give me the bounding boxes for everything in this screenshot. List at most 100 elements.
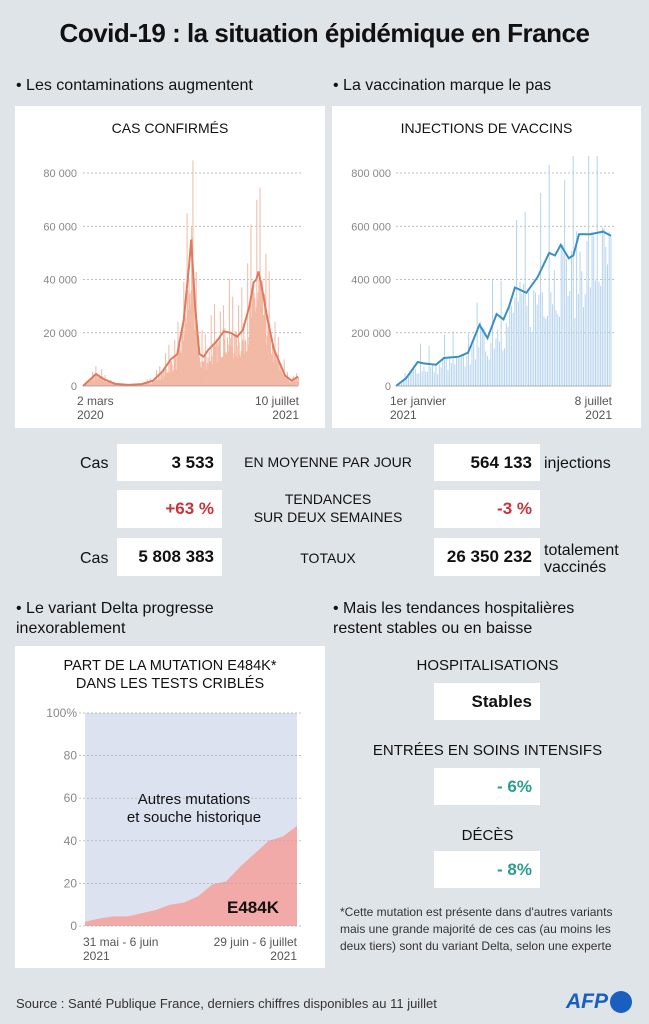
daily-bar <box>152 382 154 386</box>
daily-bar <box>187 309 189 386</box>
daily-bar <box>572 155 574 386</box>
daily-bar <box>294 378 296 386</box>
daily-bar <box>262 280 264 386</box>
daily-bar <box>416 373 418 386</box>
daily-bar <box>223 305 225 386</box>
daily-bar <box>189 305 191 386</box>
daily-bar <box>167 372 169 386</box>
y-tick-label: 80 000 <box>43 168 77 180</box>
daily-bar <box>103 379 105 386</box>
daily-bar <box>211 356 213 386</box>
daily-bar <box>252 281 254 386</box>
daily-bar <box>466 355 468 386</box>
daily-bar <box>426 371 428 386</box>
daily-bar <box>173 355 175 386</box>
daily-bar <box>485 351 487 386</box>
daily-bar <box>285 376 287 386</box>
daily-cases-value: 3 533 <box>117 444 222 481</box>
daily-bar <box>271 341 273 386</box>
daily-bar <box>161 371 163 386</box>
daily-bar <box>234 335 236 386</box>
daily-bar <box>88 381 90 386</box>
daily-bar <box>435 363 437 386</box>
daily-bar <box>413 369 415 386</box>
daily-bar <box>99 377 101 386</box>
daily-bar <box>111 383 113 386</box>
daily-bar <box>151 383 153 386</box>
daily-bar <box>165 353 167 386</box>
daily-bar <box>262 314 264 386</box>
daily-bar <box>528 292 530 386</box>
daily-bar <box>265 253 267 386</box>
daily-bar <box>184 308 186 386</box>
daily-bar <box>94 380 96 386</box>
daily-bar <box>157 379 159 386</box>
daily-bar <box>191 237 193 386</box>
daily-bar <box>478 347 480 386</box>
daily-bar <box>598 281 600 386</box>
daily-bar <box>603 228 605 386</box>
daily-bar <box>589 287 591 386</box>
daily-bar <box>401 383 403 386</box>
daily-bar <box>433 372 435 386</box>
daily-bar <box>172 371 174 386</box>
daily-bar <box>257 292 259 386</box>
daily-bar <box>142 384 144 386</box>
daily-bar <box>289 381 291 386</box>
others-label: Autres mutations <box>138 791 251 808</box>
daily-bar <box>594 280 596 386</box>
icu-label: ENTRÉES EN SOINS INTENSIFS <box>372 742 603 759</box>
daily-bar <box>106 381 108 386</box>
daily-bar <box>521 294 523 386</box>
daily-bar <box>574 317 576 386</box>
daily-bar <box>210 361 212 386</box>
daily-bar <box>222 356 224 386</box>
daily-bar <box>275 354 277 386</box>
daily-bar <box>225 354 227 386</box>
daily-bar <box>244 339 246 386</box>
y-tick-label: 800 000 <box>351 168 391 180</box>
daily-bar <box>249 302 251 386</box>
daily-bar <box>150 383 152 386</box>
daily-bar <box>259 187 261 386</box>
daily-bar <box>553 270 555 386</box>
daily-bar <box>188 278 190 386</box>
daily-bar <box>279 365 281 386</box>
x-tick-label: 1er janvier <box>390 394 446 408</box>
daily-bar <box>605 247 607 386</box>
daily-bar <box>197 337 199 386</box>
daily-bar <box>107 382 109 386</box>
vaccinated-label-line-1: totalement <box>544 542 619 559</box>
daily-bar <box>263 315 265 386</box>
daily-bar <box>170 362 172 386</box>
y-tick-label: 0 <box>71 381 77 393</box>
daily-bar <box>261 285 263 386</box>
daily-bar <box>237 357 239 386</box>
daily-bar <box>118 384 120 386</box>
daily-bar <box>115 384 117 386</box>
daily-bar <box>154 379 156 386</box>
others-label: et souche historique <box>127 809 261 826</box>
daily-bar <box>87 382 89 386</box>
daily-bar <box>84 384 86 386</box>
daily-bar <box>185 317 187 386</box>
daily-bar <box>146 382 148 386</box>
daily-bar <box>249 306 251 386</box>
daily-bar <box>112 383 114 386</box>
daily-bar <box>120 384 122 386</box>
daily-bar <box>555 310 557 386</box>
daily-bar <box>176 353 178 386</box>
daily-bar <box>227 351 229 386</box>
daily-bar <box>267 316 269 386</box>
hospitalisations-label: HOSPITALISATIONS <box>416 657 559 674</box>
daily-bar <box>297 381 299 386</box>
daily-bar <box>534 292 536 386</box>
x-tick-label: 2 mars <box>77 394 114 408</box>
daily-bar <box>230 337 232 386</box>
daily-bar <box>421 371 423 386</box>
daily-bar <box>238 342 240 386</box>
daily-bar <box>101 377 103 386</box>
y-tick-label: 80 <box>64 749 78 763</box>
daily-bar <box>264 296 266 386</box>
daily-bar <box>260 280 262 386</box>
